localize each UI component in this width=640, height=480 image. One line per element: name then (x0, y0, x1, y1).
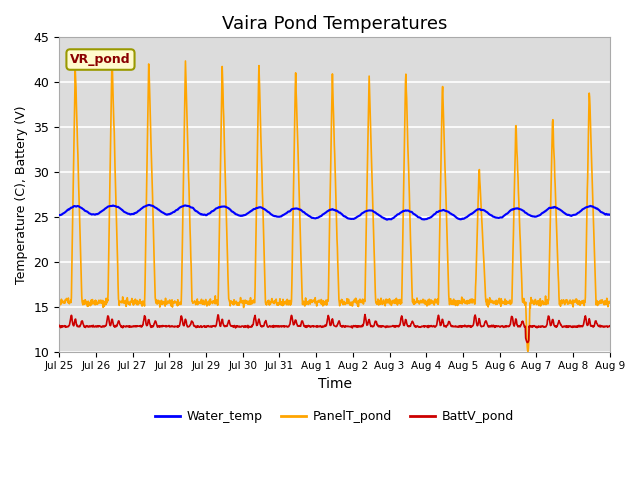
Legend: Water_temp, PanelT_pond, BattV_pond: Water_temp, PanelT_pond, BattV_pond (150, 405, 519, 428)
Text: VR_pond: VR_pond (70, 53, 131, 66)
Y-axis label: Temperature (C), Battery (V): Temperature (C), Battery (V) (15, 105, 28, 284)
Title: Vaira Pond Temperatures: Vaira Pond Temperatures (222, 15, 447, 33)
X-axis label: Time: Time (317, 377, 351, 391)
